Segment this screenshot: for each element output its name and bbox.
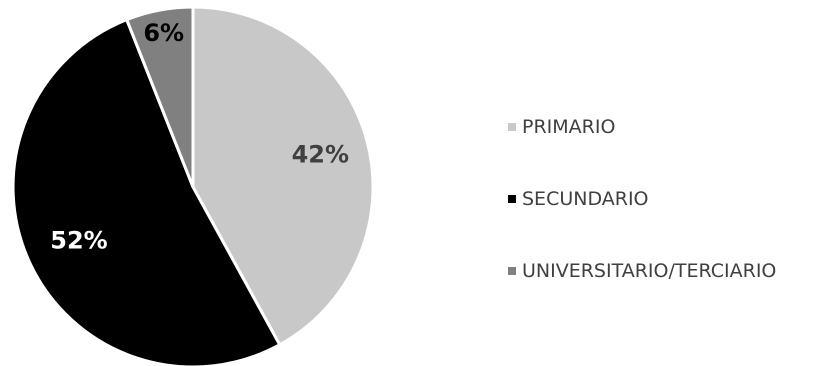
pie-slice-universitario-terciario — [125, 5, 195, 189]
legend-swatch-primario — [508, 123, 516, 131]
data-label-primario: 42% — [292, 140, 349, 168]
data-label-universitario-terciario: 6% — [143, 19, 184, 47]
legend-swatch-secundario — [508, 195, 516, 203]
legend-label-universitario-terciario: UNIVERSITARIO/TERCIARIO — [522, 260, 777, 282]
legend-swatch-universitario-terciario — [508, 267, 516, 275]
data-label-secundario: 52% — [50, 227, 107, 255]
legend-item-secundario: SECUNDARIO — [508, 180, 826, 218]
legend: PRIMARIO SECUNDARIO UNIVERSITARIO/TERCIA… — [508, 108, 826, 324]
legend-item-primario: PRIMARIO — [508, 108, 826, 146]
legend-label-primario: PRIMARIO — [522, 116, 616, 138]
pie-slice-primario — [191, 5, 375, 347]
legend-item-universitario-terciario: UNIVERSITARIO/TERCIARIO — [508, 252, 826, 290]
legend-label-secundario: SECUNDARIO — [522, 188, 649, 210]
pie-slice-secundario — [11, 18, 282, 366]
